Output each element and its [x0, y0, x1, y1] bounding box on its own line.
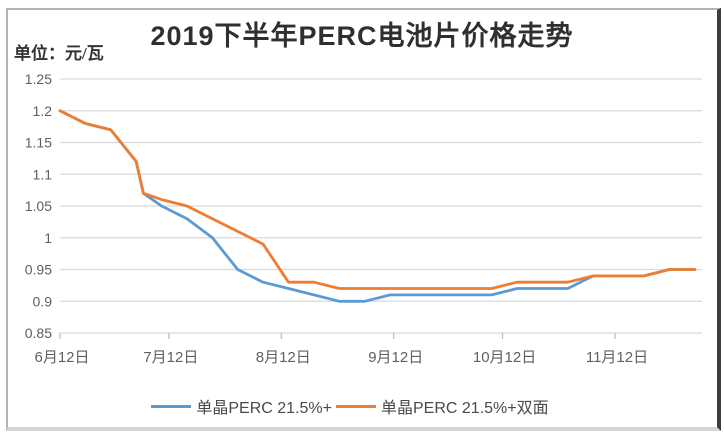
- x-axis-label-10月12日: 10月12日: [473, 349, 536, 366]
- y-axis-label-0.95: 0.95: [25, 262, 52, 278]
- x-axis-label-7月12日: 7月12日: [143, 349, 198, 366]
- x-axis-label-9月12日: 9月12日: [368, 349, 423, 366]
- x-axis-label-8月12日: 8月12日: [256, 349, 311, 366]
- y-axis-label-0.9: 0.9: [33, 293, 53, 309]
- series-line-mono-perc: [58, 109, 697, 303]
- y-axis-label-1.15: 1.15: [25, 135, 52, 151]
- y-axis-label-0.85: 0.85: [25, 325, 52, 341]
- y-axis-label-1.05: 1.05: [25, 198, 52, 214]
- y-axis-label-1.1: 1.1: [33, 166, 53, 182]
- chart-title: 2019下半年PERC电池片价格走势: [150, 21, 574, 51]
- y-axis-label-1.2: 1.2: [33, 103, 53, 119]
- legend: 单晶PERC 21.5%+ 单晶PERC 21.5%+双面: [0, 394, 700, 418]
- series-line-bifacial-perc: [58, 109, 697, 290]
- y-axis-label-1: 1: [44, 230, 52, 246]
- legend-line-swatch-blue: [151, 404, 192, 408]
- x-axis-label-11月12日: 11月12日: [586, 349, 648, 366]
- y-axis-label-1.25: 1.25: [25, 71, 52, 87]
- legend-line-swatch-orange: [336, 404, 376, 408]
- legend-item-bifacial-perc: 单晶PERC 21.5%+双面: [336, 394, 549, 418]
- unit-label: 单位：元/瓦: [14, 44, 104, 63]
- legend-label-bifacial-perc: 单晶PERC 21.5%+双面: [381, 400, 549, 417]
- legend-item-mono-perc: 单晶PERC 21.5%+: [151, 394, 332, 418]
- legend-label-mono-perc: 单晶PERC 21.5%+: [196, 400, 332, 417]
- x-axis-label-6月12日: 6月12日: [34, 349, 89, 366]
